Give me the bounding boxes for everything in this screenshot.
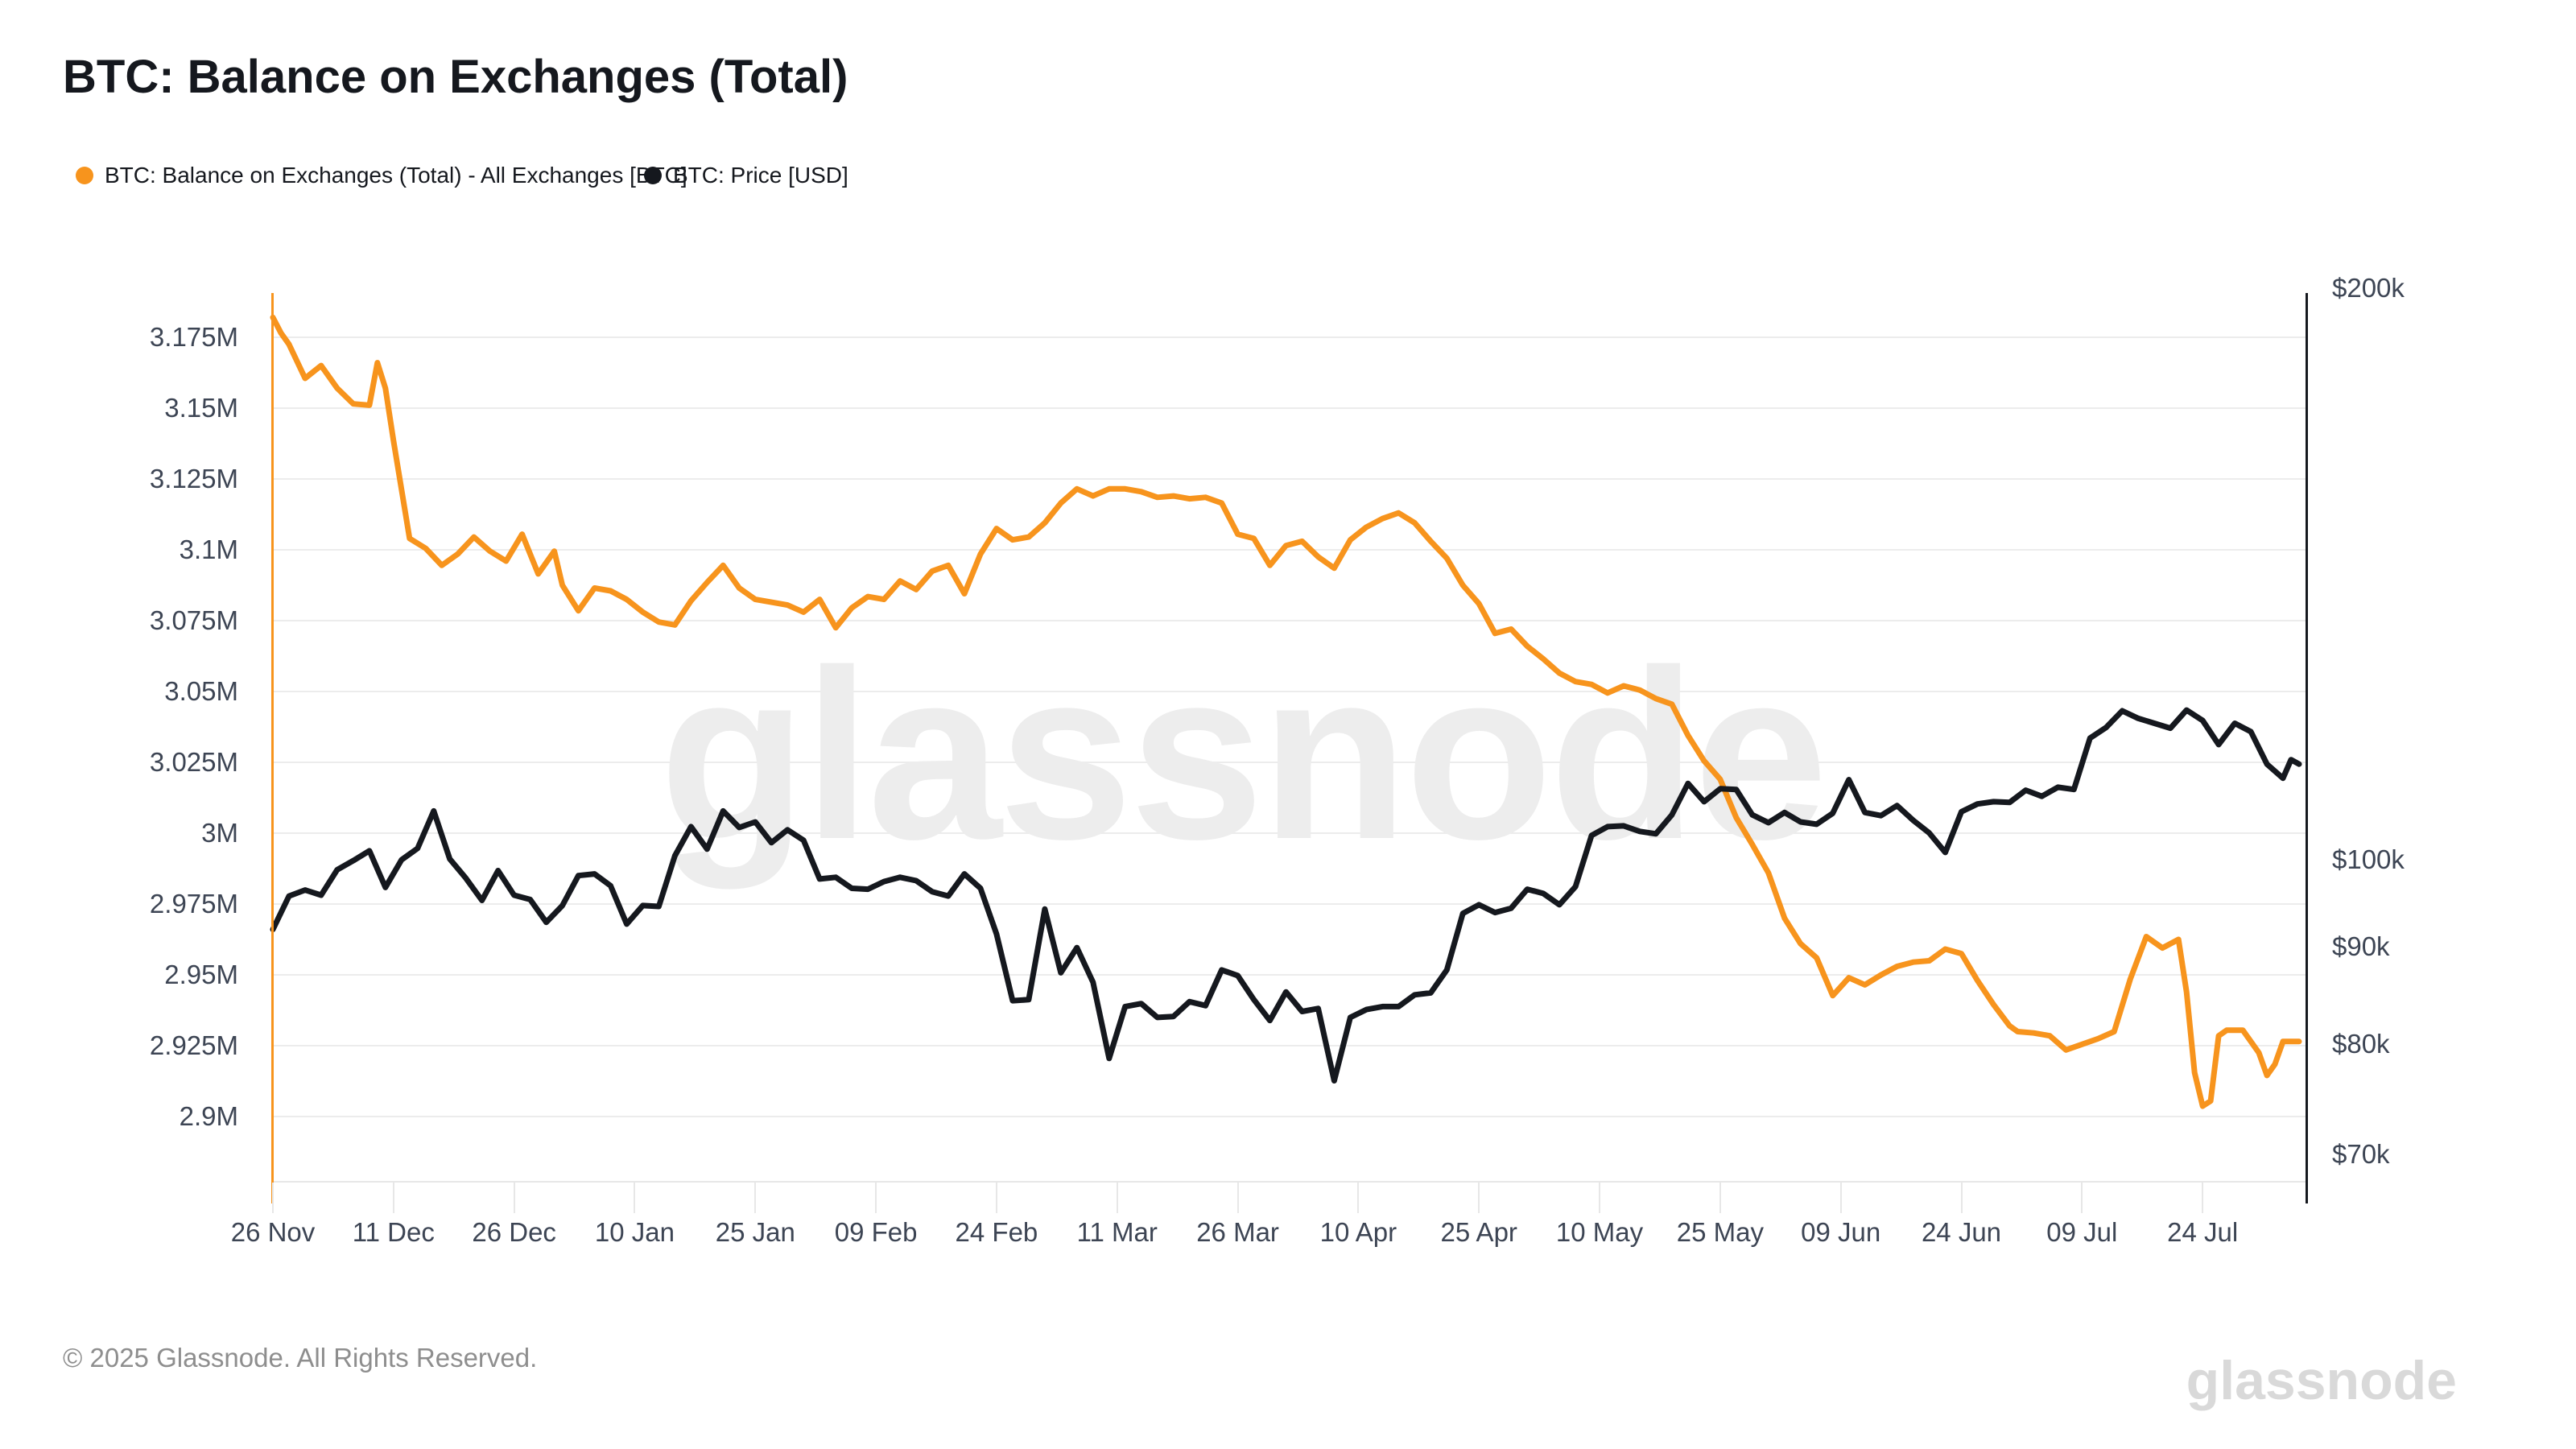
gridline-2.925M <box>273 1045 2307 1047</box>
gridline-3.15M <box>273 407 2307 409</box>
right-tick-label: $70k <box>2332 1138 2390 1169</box>
left-tick-label: 2.975M <box>149 889 238 919</box>
left-tick-label: 2.9M <box>179 1101 238 1132</box>
left-axis-labels: 3.175M 3.15M 3.125M 3.1M 3.075M 3.05M 3.025M 3M… <box>0 0 238 1449</box>
right-tick-label: $90k <box>2332 931 2390 962</box>
x-tick-mark <box>754 1183 757 1213</box>
left-tick-label: 2.95M <box>164 960 238 990</box>
gridline-3.125M <box>273 477 2307 480</box>
x-tick-mark <box>875 1183 877 1213</box>
gridline-2.9M <box>273 1116 2307 1118</box>
x-tick-label: 26 Dec <box>472 1217 556 1247</box>
gridline-2.975M <box>273 903 2307 906</box>
chart-lines <box>270 314 2302 1109</box>
x-tick-mark <box>1236 1183 1239 1213</box>
right-tick-label: $80k <box>2332 1028 2390 1059</box>
legend: BTC: Balance on Exchanges (Total) - All … <box>76 158 1686 193</box>
x-tick-mark <box>1357 1183 1360 1213</box>
x-tick-label: 10 May <box>1555 1217 1644 1247</box>
x-tick-mark <box>634 1183 636 1213</box>
plot-area[interactable]: glassnode <box>270 293 2308 1203</box>
x-tick-mark <box>2202 1183 2204 1213</box>
legend-label-price: BTC: Price [USD] <box>673 163 848 188</box>
legend-item-balance[interactable]: BTC: Balance on Exchanges (Total) - All … <box>76 158 687 193</box>
x-tick-label: 11 Dec <box>352 1217 435 1247</box>
x-tick-mark <box>1839 1183 1842 1213</box>
x-tick-label: 10 Jan <box>594 1217 675 1247</box>
x-tick-mark <box>513 1183 515 1213</box>
balance-line <box>270 314 2302 1109</box>
x-tick-label: 26 Mar <box>1196 1217 1279 1247</box>
gridline-2.95M <box>273 974 2307 976</box>
x-tick-label: 26 Nov <box>230 1217 316 1247</box>
left-tick-label: 3.125M <box>149 463 238 493</box>
gridline-3M <box>273 832 2307 835</box>
x-tick-label: 25 Jan <box>715 1217 795 1247</box>
x-tick-mark <box>1116 1183 1118 1213</box>
legend-dot-price-icon <box>644 167 662 184</box>
left-tick-label: 3.15M <box>164 392 238 423</box>
x-tick-label: 09 Jul <box>2046 1217 2118 1247</box>
x-tick-label: 09 Jun <box>1801 1217 1881 1247</box>
x-tick-label: 24 Feb <box>955 1217 1038 1247</box>
right-tick-label: $200k <box>2332 272 2405 303</box>
x-tick-label: 24 Jun <box>1921 1217 2002 1247</box>
legend-item-price[interactable]: BTC: Price [USD] <box>644 158 848 193</box>
left-tick-label: 3.025M <box>149 747 238 777</box>
legend-label-balance: BTC: Balance on Exchanges (Total) - All … <box>105 163 687 188</box>
x-tick-label: 25 Apr <box>1440 1217 1517 1247</box>
left-tick-label: 3.05M <box>164 675 238 706</box>
x-tick-mark <box>1960 1183 1963 1213</box>
x-tick-mark <box>1478 1183 1480 1213</box>
x-tick-mark <box>1719 1183 1721 1213</box>
x-tick-mark <box>272 1183 274 1213</box>
gridline-3.1M <box>273 548 2307 551</box>
x-tick-mark <box>1599 1183 1601 1213</box>
x-tick-label: 10 Apr <box>1319 1217 1397 1247</box>
x-tick-label: 09 Feb <box>834 1217 918 1247</box>
left-axis-line <box>271 293 274 1203</box>
gridline-3.025M <box>273 762 2307 763</box>
x-tick-label: 11 Mar <box>1076 1217 1158 1247</box>
left-tick-label: 3.1M <box>179 534 238 564</box>
left-tick-label: 3.075M <box>149 605 238 635</box>
x-tick-label: 25 May <box>1676 1217 1764 1247</box>
price-line <box>270 707 2302 1084</box>
gridline-3.175M <box>273 336 2307 338</box>
gridline-3.05M <box>273 690 2307 692</box>
gridline-3.075M <box>273 619 2307 621</box>
left-tick-label: 2.925M <box>149 1030 238 1061</box>
glassnode-logo: glassnode <box>2186 1350 2457 1411</box>
page-title: BTC: Balance on Exchanges (Total) <box>63 51 848 103</box>
x-tick-mark <box>392 1183 394 1213</box>
x-tick-mark <box>995 1183 997 1213</box>
right-axis-labels: $200k $100k $90k $80k $70k <box>2332 0 2574 1449</box>
right-tick-label: $100k <box>2332 844 2405 875</box>
left-tick-label: 3.175M <box>149 321 238 352</box>
copyright-text: © 2025 Glassnode. All Rights Reserved. <box>63 1343 538 1373</box>
left-tick-label: 3M <box>201 818 238 848</box>
legend-dot-balance-icon <box>76 167 93 184</box>
x-tick-label: 24 Jul <box>2167 1217 2239 1247</box>
glassnode-watermark: glassnode <box>659 619 1828 890</box>
x-tick-mark <box>2081 1183 2083 1213</box>
right-axis-line <box>2306 293 2308 1203</box>
